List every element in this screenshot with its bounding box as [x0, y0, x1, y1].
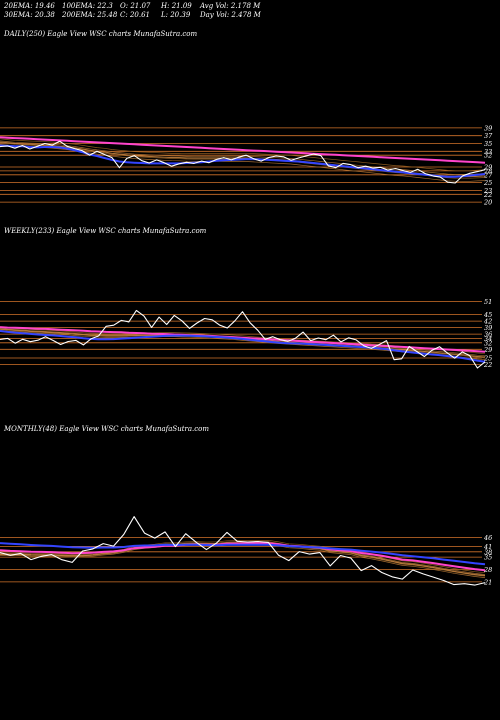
ema30-label: 30EMA: 20.38	[4, 11, 55, 19]
y-tick-label: 23	[483, 187, 492, 195]
y-tick-label: 46	[483, 534, 492, 542]
day-vol-label: Day Vol: 2.478 M	[200, 11, 261, 19]
y-tick-label: 25	[483, 355, 492, 363]
ema-fast-line	[0, 144, 486, 178]
y-tick-label: 33	[484, 148, 492, 156]
y-tick-label: 39	[484, 124, 492, 132]
avg-vol-label: Avg Vol: 2.178 M	[200, 2, 261, 10]
ema-fast-line	[0, 330, 486, 363]
y-tick-label: 28	[483, 167, 492, 175]
y-tick-label: 37	[484, 132, 493, 140]
ema20-label: 20EMA: 19.46	[4, 2, 55, 10]
y-tick-label: 35	[484, 140, 492, 148]
ema-band-line	[0, 330, 486, 361]
daily-chart-title: DAILY(250) Eagle View WSC charts MunafaS…	[4, 30, 198, 38]
ema-band-line	[0, 138, 486, 172]
y-tick-label: 36	[484, 331, 492, 339]
open-label: O: 21.07	[120, 2, 151, 10]
y-tick-label: 45	[483, 311, 492, 319]
y-tick-label: 28	[483, 566, 492, 574]
y-tick-label: 22	[483, 361, 492, 369]
high-label: H: 21.09	[161, 2, 192, 10]
y-tick-label: 51	[484, 298, 492, 306]
ema200-label: 200EMA: 25.48	[62, 11, 118, 19]
y-tick-label: 39	[484, 324, 492, 332]
y-tick-label: 32	[484, 152, 492, 160]
y-tick-label: 29	[483, 164, 492, 172]
y-tick-label: 32	[484, 339, 492, 347]
ema-slow-line	[0, 136, 486, 164]
y-tick-label: 25	[483, 179, 492, 187]
y-tick-label: 21	[483, 578, 492, 586]
low-label: L: 20.39	[161, 11, 191, 19]
y-tick-label: 22	[483, 191, 492, 199]
close-label: C: 20.61	[120, 11, 150, 19]
y-tick-label: 41	[483, 543, 492, 551]
y-tick-label: 27	[483, 171, 493, 179]
price-line	[0, 140, 486, 184]
ema-band-line	[0, 539, 486, 574]
y-tick-label: 20	[483, 199, 492, 207]
price-line	[0, 309, 486, 369]
monthly-chart-title: MONTHLY(48) Eagle View WSC charts Munafa…	[4, 425, 210, 433]
y-tick-label: 35	[484, 554, 492, 562]
y-tick-label: 38	[484, 548, 492, 556]
weekly-chart-title: WEEKLY(233) Eagle View WSC charts Munafa…	[4, 227, 207, 235]
ema100-label: 100EMA: 22.3	[62, 2, 113, 10]
price-line	[0, 516, 486, 586]
y-tick-label: 29	[483, 346, 492, 354]
y-tick-label: 42	[483, 318, 492, 326]
ema-fast-line	[0, 542, 486, 566]
ema-slow-line	[0, 326, 486, 353]
y-tick-label: 34	[484, 335, 492, 343]
